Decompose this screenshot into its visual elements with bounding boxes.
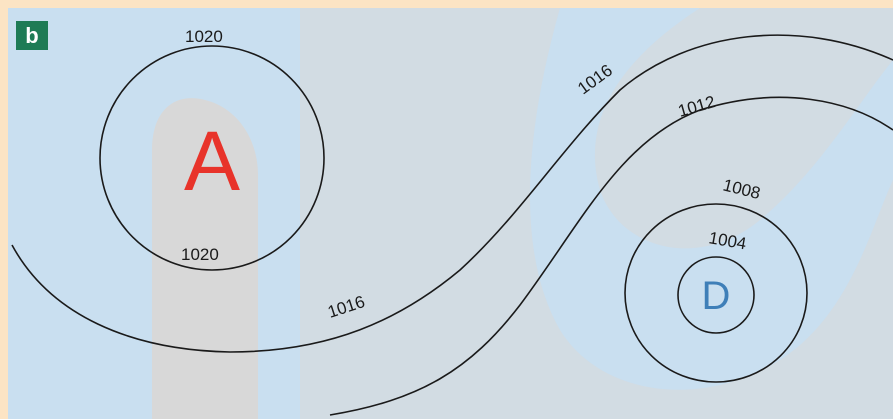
low-pressure-center-label: D — [702, 274, 731, 318]
label-1020-bottom: 1020 — [181, 245, 219, 264]
watermark-vertical-bar — [152, 98, 258, 419]
isobar-ring-1004 — [677, 256, 755, 334]
panel-label-badge: b — [16, 21, 48, 50]
isobar-1016-lower — [11, 34, 893, 353]
watermark-swirl — [300, 8, 893, 419]
high-pressure-center-label: A — [184, 114, 240, 208]
isobar-high-1020 — [99, 45, 325, 271]
watermark-shapes — [152, 8, 893, 419]
isobar-1012 — [329, 96, 893, 416]
isobar-ring-1008 — [624, 203, 808, 383]
label-1020-top: 1020 — [185, 27, 223, 46]
